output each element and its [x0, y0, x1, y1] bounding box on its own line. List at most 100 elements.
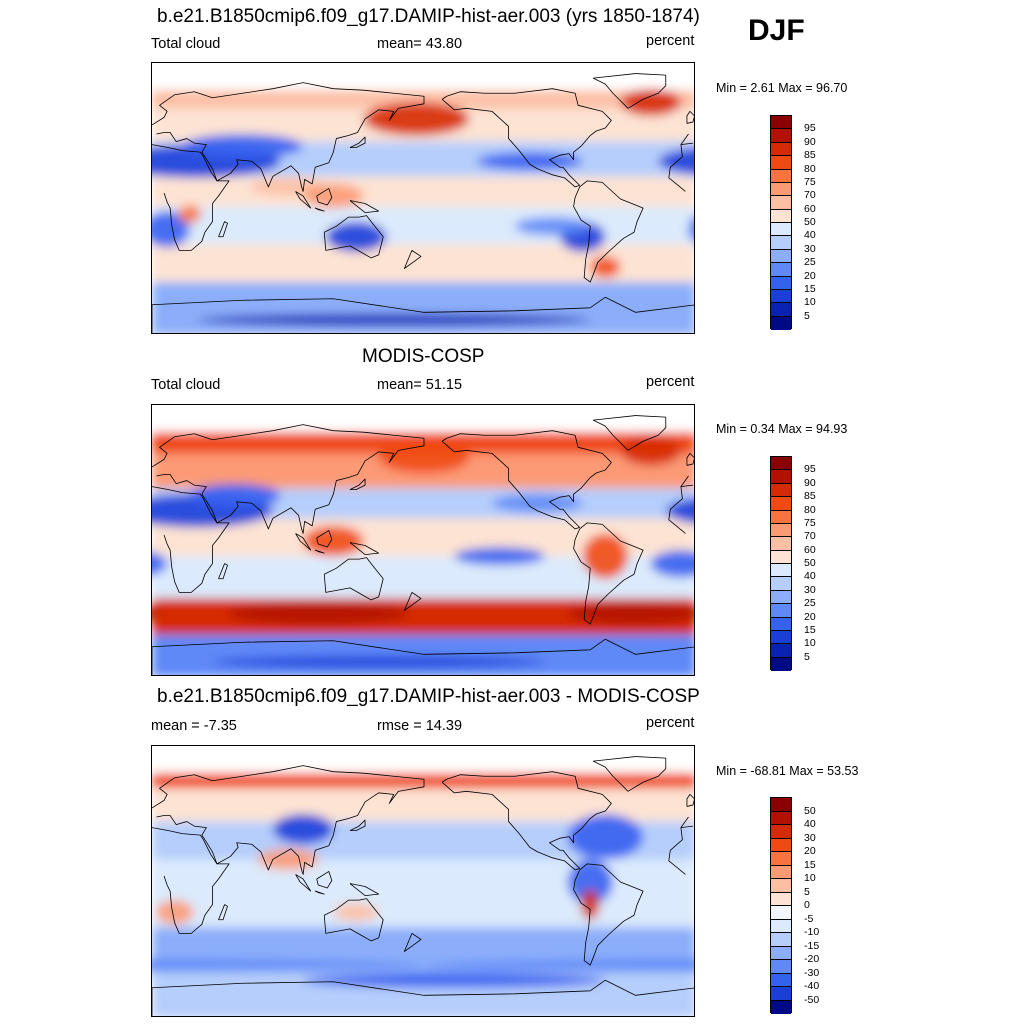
colorbar-swatch [771, 483, 791, 498]
field-band [152, 90, 694, 109]
colorbar-swatch [771, 263, 791, 277]
colorbar-swatch [771, 129, 791, 143]
field-patch [581, 889, 600, 920]
colorbar-swatch [771, 852, 791, 866]
coastline [152, 638, 694, 675]
colorbar-tick-label: 30 [804, 583, 816, 596]
colorbar-tick-label: 30 [804, 242, 816, 255]
colorbar-swatch [771, 987, 791, 1001]
colorbar-tick-label: 70 [804, 530, 816, 543]
field-patch [650, 550, 694, 578]
field-patch [582, 533, 628, 579]
field-patch [272, 814, 334, 845]
coastline [403, 592, 422, 611]
colorbar [770, 456, 792, 671]
colorbar-tick-label: 5 [804, 885, 810, 898]
colorbar-tick-label: 95 [804, 463, 816, 476]
field-patch [152, 608, 160, 619]
coastline [295, 533, 312, 551]
field-patch [189, 483, 281, 508]
field-patch [303, 525, 364, 557]
colorbar-tick-label: 90 [804, 135, 816, 148]
colorbar-tick-label: -15 [804, 939, 820, 952]
field-band [152, 282, 694, 333]
colorbar-swatch [771, 316, 791, 330]
map-canvas [152, 405, 694, 675]
field-patch [303, 972, 606, 988]
coastline [686, 110, 694, 124]
colorbar-swatch [771, 537, 791, 551]
field-band [152, 773, 694, 789]
min-max-label: Min = -68.81 Max = 53.53 [716, 764, 859, 778]
coastline [152, 827, 686, 934]
coastline [314, 207, 325, 212]
colorbar-swatch [771, 811, 791, 825]
coastline [152, 486, 686, 593]
field-patch [620, 435, 681, 466]
colorbar-swatch [771, 798, 791, 812]
colorbar-tick-label: 90 [804, 476, 816, 489]
colorbar-tick-label: 20 [804, 610, 816, 623]
coastline [573, 522, 644, 625]
mean-label: mean= 43.80 [377, 36, 463, 52]
colorbar [770, 115, 792, 330]
panel-title: MODIS-COSP [362, 346, 485, 367]
colorbar-tick-label: 95 [804, 122, 816, 135]
colorbar-tick-label: 85 [804, 149, 816, 162]
colorbar-tick-label: 10 [804, 296, 816, 309]
colorbar-tick-label: 10 [804, 637, 816, 650]
colorbar-tick-label: 20 [804, 845, 816, 857]
field-patch [227, 602, 409, 625]
colorbar-swatch [771, 564, 791, 578]
field-band [152, 432, 694, 454]
colorbar-tick-label: -40 [804, 980, 820, 992]
field-band [152, 634, 694, 675]
colorbar-tick-label: 10 [804, 872, 816, 884]
min-max-label: Min = 0.34 Max = 94.93 [716, 422, 848, 436]
colorbar-swatch [771, 249, 791, 264]
colorbar-tick-label: 75 [804, 175, 816, 188]
field-patch [378, 442, 470, 473]
colorbar-swatch [771, 236, 791, 250]
colorbar-swatch [771, 156, 791, 170]
mean-label: mean= 51.15 [377, 377, 463, 393]
units-label: percent [646, 715, 695, 731]
field-patch [492, 494, 583, 513]
field-patch [212, 655, 545, 668]
colorbar-swatch [771, 209, 791, 223]
coastline [349, 200, 380, 213]
colorbar-tick-label: 50 [804, 216, 816, 228]
panel-title: b.e21.B1850cmip6.f09_g17.DAMIP-hist-aer.… [157, 6, 700, 27]
colorbar-swatch [771, 169, 791, 183]
colorbar-swatch [771, 604, 791, 618]
field-band [152, 859, 694, 928]
colorbar-swatch [771, 892, 791, 906]
field-patch [333, 903, 379, 922]
colorbar-swatch [771, 617, 791, 631]
coastline [152, 82, 694, 192]
colorbar-tick-label: 75 [804, 516, 816, 529]
panel-title: b.e21.B1850cmip6.f09_g17.DAMIP-hist-aer.… [157, 686, 700, 707]
coastline [349, 883, 380, 896]
coastline [152, 765, 694, 875]
colorbar-tick-label: 15 [804, 858, 816, 871]
coastline [349, 478, 366, 491]
coastline [349, 542, 380, 555]
field-patch [363, 102, 470, 136]
coastline [592, 756, 667, 792]
coastline [152, 424, 694, 534]
field-patch [476, 152, 583, 171]
map-plot [151, 62, 695, 334]
season-label: DJF [748, 14, 805, 47]
units-label: percent [646, 374, 695, 390]
field-patch [567, 602, 694, 625]
colorbar-tick-label: 40 [804, 570, 816, 583]
colorbar-tick-label: 80 [804, 503, 816, 516]
colorbar-swatch [771, 289, 791, 304]
field-patch [620, 88, 681, 116]
colorbar-tick-label: 40 [804, 229, 816, 242]
colorbar-swatch [771, 523, 791, 538]
colorbar-swatch [771, 223, 791, 237]
coastline [316, 530, 333, 548]
field-patch [454, 547, 545, 566]
